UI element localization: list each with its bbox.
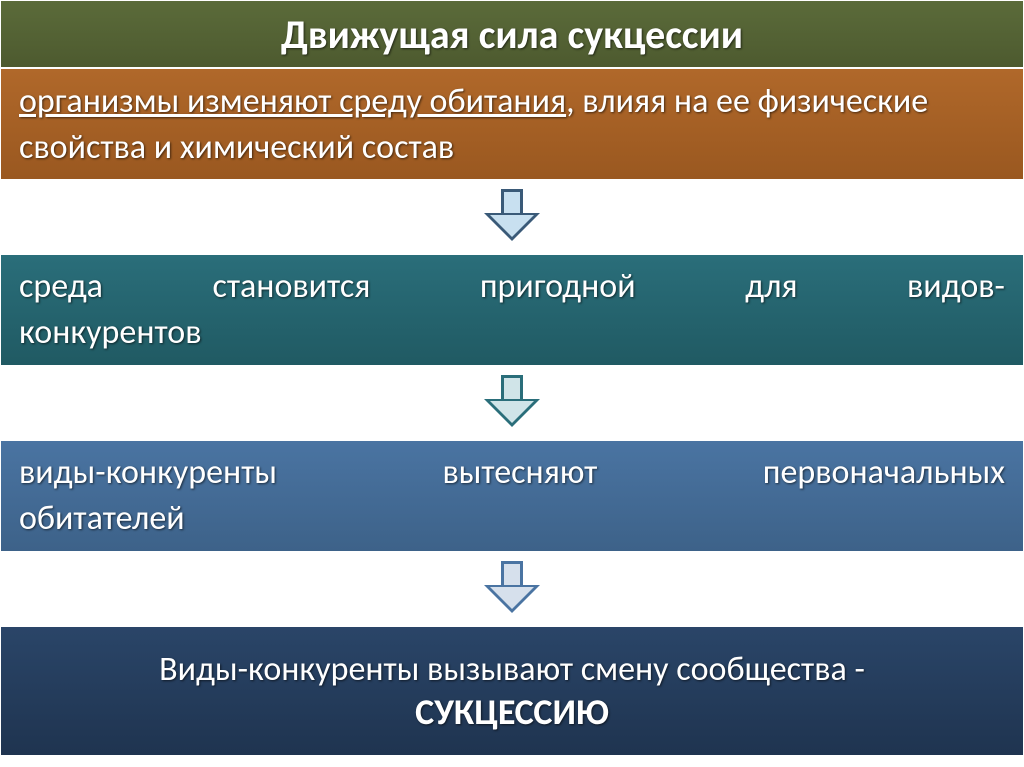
title-box: Движущая сила сукцессии bbox=[0, 0, 1024, 68]
step2-text: среда становится пригодной для видов- ко… bbox=[19, 264, 1005, 356]
arrow-down-icon bbox=[484, 189, 540, 245]
step1-box: организмы изменяют среду обитания, влияя… bbox=[0, 68, 1024, 180]
step1-underlined: организмы изменяют среду обитания bbox=[19, 81, 566, 122]
title-text: Движущая сила сукцессии bbox=[281, 10, 743, 59]
arrow-down-icon bbox=[484, 561, 540, 617]
arrow-1-gap bbox=[0, 180, 1024, 254]
step2-box: среда становится пригодной для видов- ко… bbox=[0, 254, 1024, 366]
step4-box: Виды-конкуренты вызывают смену сообществ… bbox=[0, 626, 1024, 756]
step4-text1: Виды-конкуренты вызывают смену сообществ… bbox=[159, 649, 865, 690]
flow-diagram: Движущая сила сукцессии организмы изменя… bbox=[0, 0, 1024, 767]
step1-text: организмы изменяют среду обитания, влияя… bbox=[19, 79, 1005, 171]
step3-box: виды-конкуренты вытесняют первоначальных… bbox=[0, 440, 1024, 552]
arrow-3-gap bbox=[0, 552, 1024, 626]
arrow-2-gap bbox=[0, 366, 1024, 440]
step3-text: виды-конкуренты вытесняют первоначальных… bbox=[19, 450, 1005, 542]
arrow-down-icon bbox=[484, 375, 540, 431]
step4-text2: СУКЦЕССИЮ bbox=[415, 690, 609, 734]
